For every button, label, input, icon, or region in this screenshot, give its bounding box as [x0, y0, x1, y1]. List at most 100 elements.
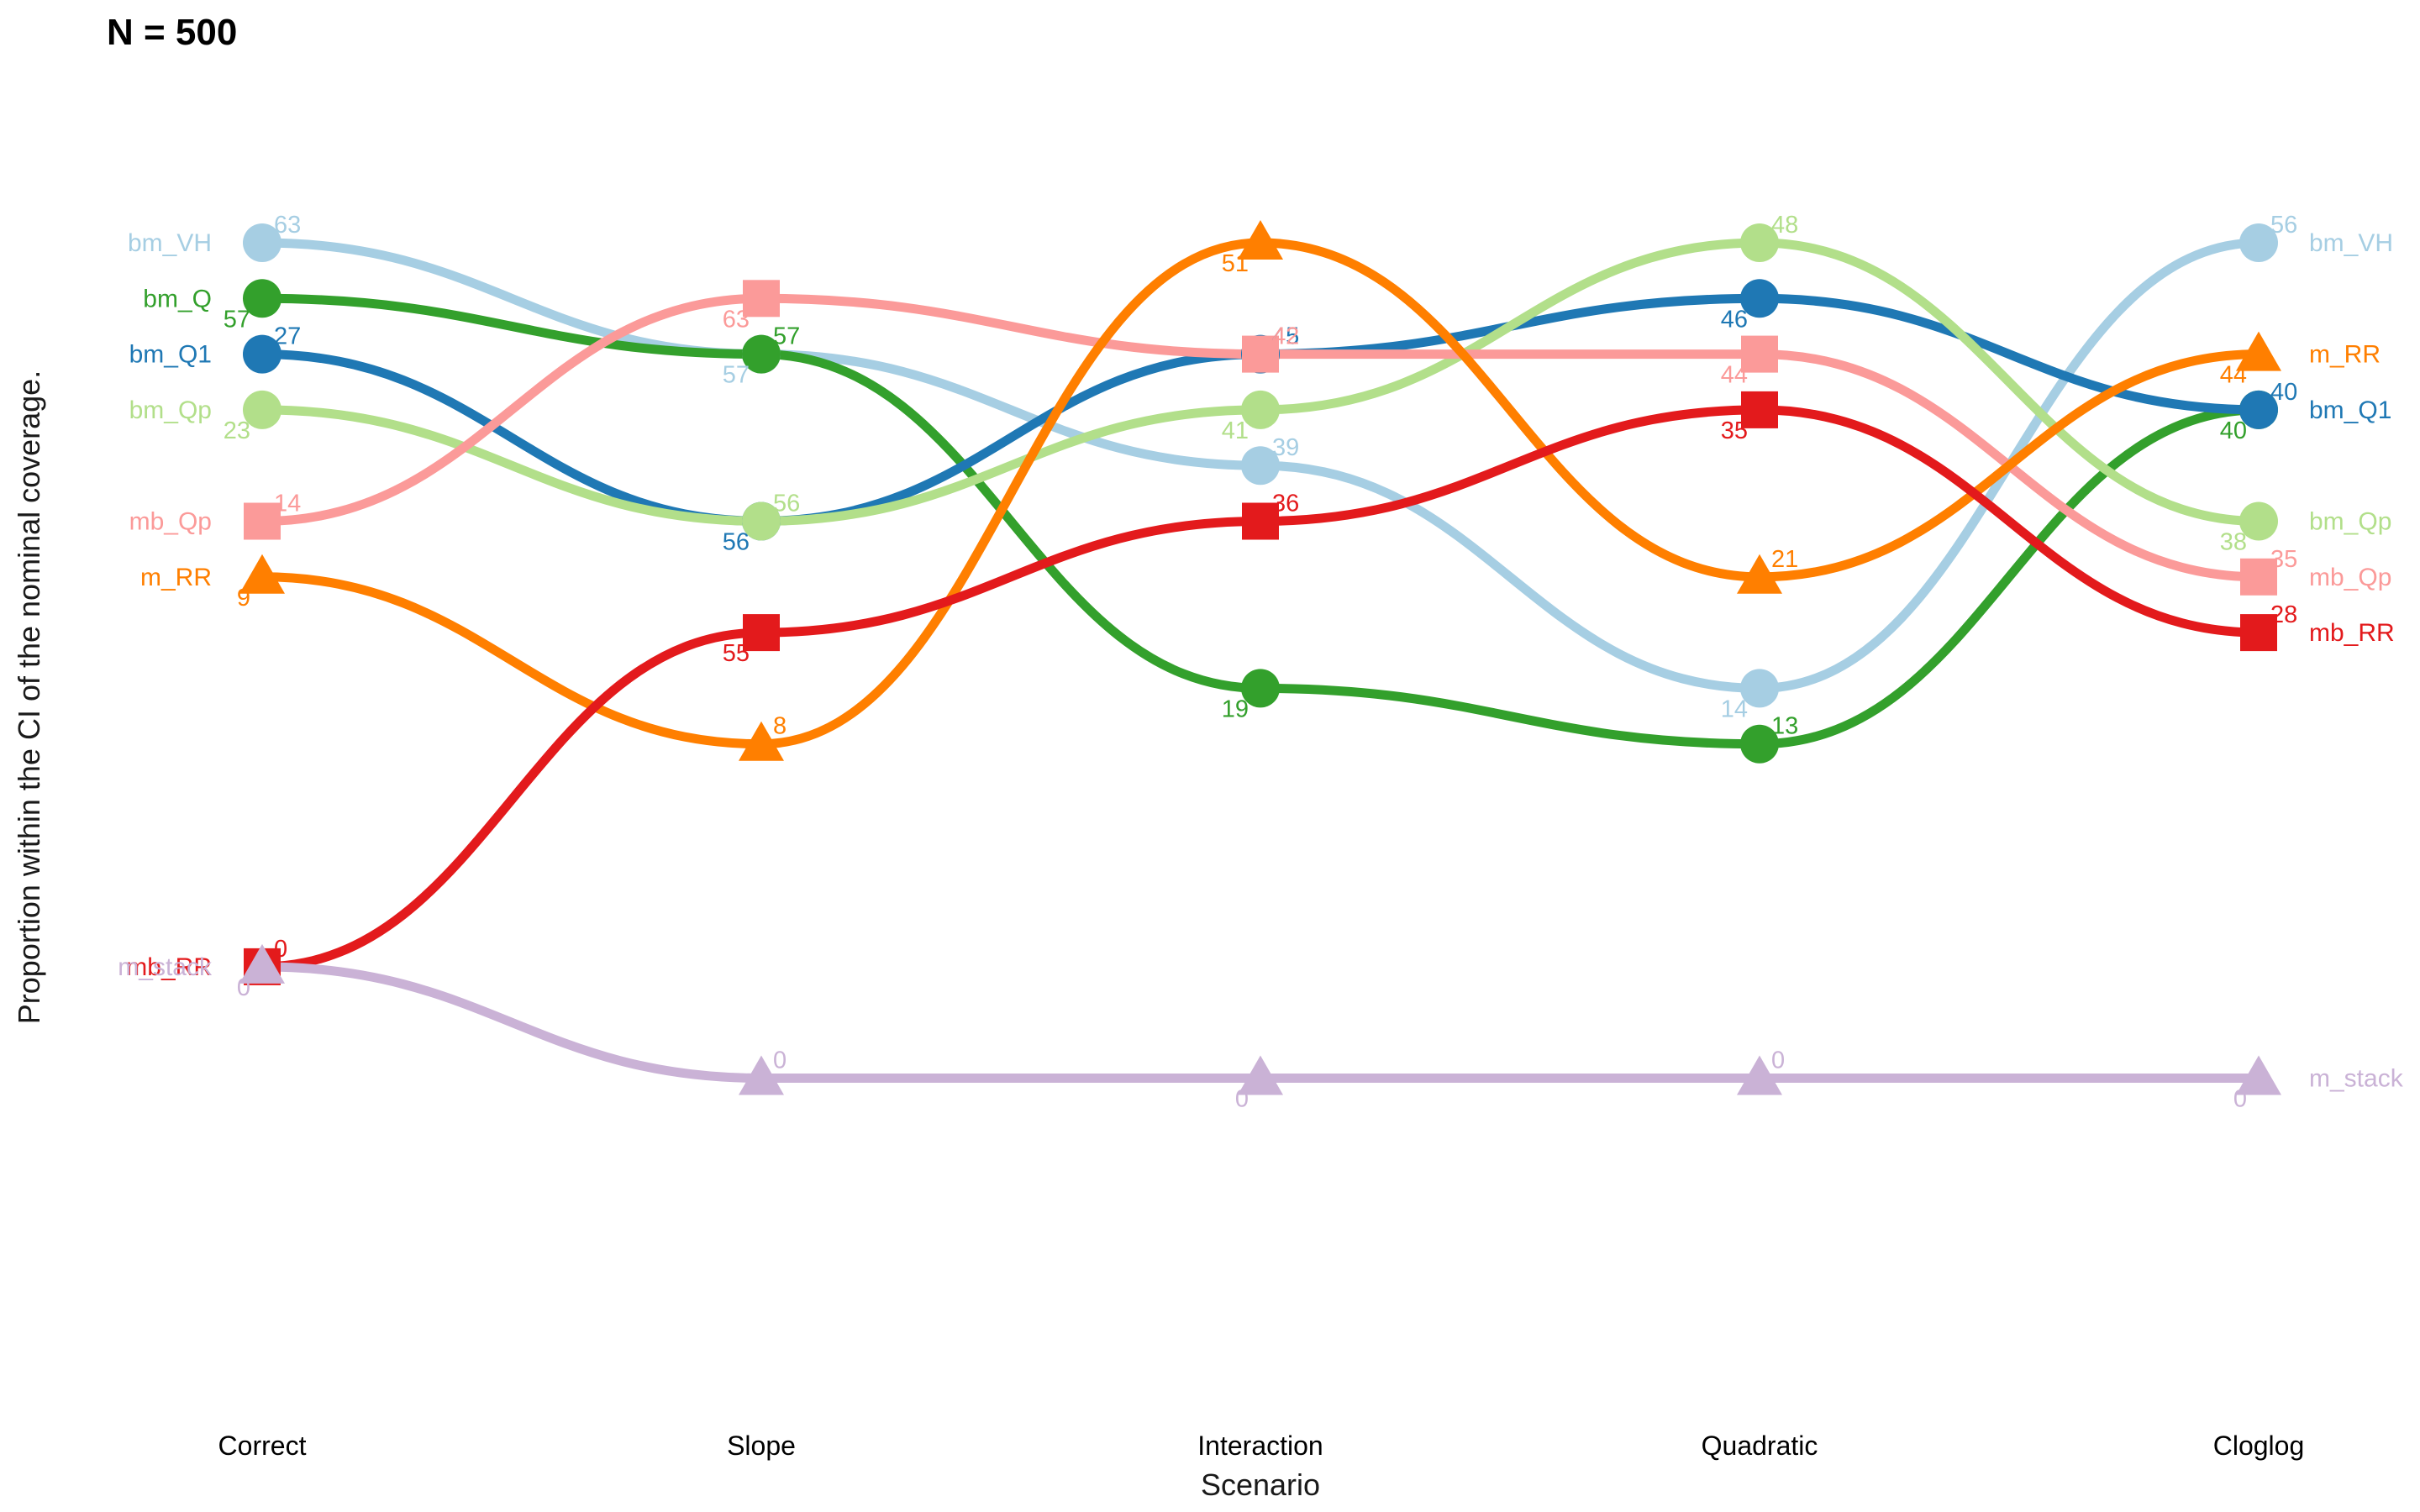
- value-label-mb-rr-interaction: 36: [1272, 491, 1299, 517]
- value-label-m-rr-correct: 9: [237, 585, 250, 612]
- marker-bm-q1-correct: [243, 334, 281, 374]
- value-label-m-stack-interaction: 0: [1235, 1086, 1249, 1113]
- value-label-m-rr-slope: 8: [773, 713, 786, 740]
- marker-bm-qp-quadratic: [1740, 223, 1779, 262]
- marker-mb-qp-cloglog: [2240, 558, 2277, 596]
- right-name-bm-q1: bm_Q1: [2309, 396, 2391, 424]
- value-labels: 63 57 39 14 56 57 57 19 13 40 27 56 45 46 40 23 56 41 48 38…: [224, 212, 2298, 1113]
- marker-m-stack-cloglog: [2236, 1055, 2281, 1095]
- value-label-mb-rr-correct: 0: [274, 936, 287, 963]
- left-name-bm-vh: bm_VH: [128, 229, 212, 257]
- marker-bm-qp-slope: [742, 501, 781, 541]
- value-label-mb-qp-quadratic: 44: [1721, 362, 1748, 389]
- marker-bm-vh-quadratic: [1740, 669, 1779, 708]
- marker-bm-q1-cloglog: [2239, 390, 2278, 429]
- value-label-bm-qp-interaction: 41: [1222, 417, 1249, 444]
- value-label-bm-qp-correct: 23: [224, 417, 250, 444]
- value-label-bm-q1-quadratic: 46: [1721, 306, 1748, 333]
- marker-bm-qp-interaction: [1241, 390, 1280, 429]
- x-axis-ticks: Correct Slope Interaction Quadratic Cloglog: [218, 1431, 2305, 1461]
- right-name-mb-rr: mb_RR: [2309, 619, 2395, 647]
- x-tick-quadratic: Quadratic: [1702, 1431, 1818, 1461]
- marker-mb-rr-interaction: [1242, 502, 1279, 540]
- marker-bm-vh-interaction: [1241, 446, 1280, 486]
- left-name-m-stack: m_stack: [118, 953, 213, 981]
- value-label-bm-q1-slope: 56: [723, 529, 750, 556]
- marker-bm-q-quadratic: [1740, 724, 1779, 764]
- value-label-bm-q1-interaction: 45: [1272, 323, 1299, 350]
- value-label-bm-qp-slope: 56: [773, 491, 800, 517]
- right-name-bm-vh: bm_VH: [2309, 229, 2393, 257]
- marker-bm-vh-correct: [243, 223, 281, 262]
- value-label-bm-q-cloglog: 40: [2220, 417, 2247, 444]
- marker-m-stack-quadratic: [1737, 1055, 1782, 1095]
- value-label-bm-qp-cloglog: 38: [2220, 529, 2247, 556]
- marker-bm-q-correct: [243, 279, 281, 318]
- value-label-m-stack-slope: 0: [773, 1047, 786, 1074]
- value-label-bm-vh-interaction: 39: [1272, 434, 1299, 461]
- value-label-mb-rr-cloglog: 28: [2270, 601, 2297, 628]
- value-label-mb-rr-slope: 55: [723, 640, 750, 667]
- marker-m-rr-cloglog: [2236, 331, 2281, 371]
- marker-m-stack-slope: [739, 1055, 784, 1095]
- marker-bm-q-slope: [742, 334, 781, 374]
- value-label-m-stack-cloglog: 0: [2233, 1086, 2247, 1113]
- value-label-bm-vh-quadratic: 14: [1721, 696, 1748, 722]
- y-axis-title: Proportion within the CI of the nominal …: [12, 370, 46, 1024]
- marker-mb-qp-correct: [244, 502, 281, 540]
- right-name-mb-qp: mb_Qp: [2309, 564, 2391, 591]
- marker-m-stack-correct: [239, 943, 285, 984]
- value-label-mb-rr-quadratic: 35: [1721, 417, 1748, 444]
- left-name-bm-qp: bm_Qp: [129, 396, 212, 424]
- value-label-m-rr-quadratic: 21: [1771, 546, 1798, 573]
- x-axis-title: Scenario: [1201, 1467, 1320, 1502]
- value-label-mb-qp-correct: 14: [274, 491, 301, 517]
- value-label-bm-q-slope: 57: [773, 323, 800, 350]
- value-label-bm-vh-correct: 63: [274, 212, 301, 239]
- right-name-m-rr: m_RR: [2309, 341, 2381, 369]
- marker-m-rr-interaction: [1238, 220, 1283, 260]
- value-label-bm-q-correct: 57: [224, 306, 250, 333]
- left-name-bm-q1: bm_Q1: [129, 341, 212, 369]
- left-name-mb-rr: mb_RR: [126, 953, 212, 981]
- x-tick-slope: Slope: [727, 1431, 796, 1461]
- marker-m-stack-interaction: [1238, 1055, 1283, 1095]
- chart-title: N = 500: [107, 12, 237, 53]
- marker-bm-qp-correct: [243, 390, 281, 429]
- left-name-mb-qp: mb_Qp: [129, 508, 212, 536]
- marker-bm-vh-cloglog: [2239, 223, 2278, 262]
- marker-mb-qp-quadratic: [1741, 335, 1778, 373]
- series-name-labels: bm_VH bm_VHbm_Qbm_Q1bm_Q1bm_Qpbm_Qpmb_Qpm…: [118, 229, 2403, 1093]
- marker-bm-q-interaction: [1241, 669, 1280, 708]
- marker-mb-qp-slope: [743, 280, 780, 318]
- marker-bm-qp-cloglog: [2239, 501, 2278, 541]
- x-tick-cloglog: Cloglog: [2213, 1431, 2305, 1461]
- left-name-bm-q: bm_Q: [143, 285, 212, 312]
- value-label-mb-qp-interaction: 42: [1272, 323, 1299, 350]
- marker-m-rr-correct: [239, 554, 285, 594]
- marker-mb-rr-quadratic: [1741, 391, 1778, 428]
- value-label-m-stack-correct: 0: [237, 974, 250, 1001]
- right-name-m-stack: m_stack: [2309, 1065, 2404, 1093]
- value-label-bm-qp-quadratic: 48: [1771, 212, 1798, 239]
- value-label-mb-qp-cloglog: 35: [2270, 546, 2297, 573]
- x-tick-correct: Correct: [218, 1431, 307, 1461]
- line-bm-qp: [257, 238, 2264, 527]
- marker-bm-q1-quadratic: [1740, 279, 1779, 318]
- value-label-bm-vh-cloglog: 56: [2270, 212, 2297, 239]
- value-label-bm-vh-slope: 57: [723, 362, 750, 389]
- marker-mb-rr-slope: [743, 614, 780, 652]
- marker-m-rr-quadratic: [1737, 554, 1782, 594]
- right-name-bm-qp: bm_Qp: [2309, 508, 2391, 536]
- value-label-m-stack-quadratic: 0: [1771, 1047, 1785, 1074]
- marker-m-rr-slope: [739, 721, 784, 761]
- value-label-bm-q1-cloglog: 40: [2270, 379, 2297, 406]
- value-label-bm-q-interaction: 19: [1222, 696, 1249, 722]
- left-name-m-rr: m_RR: [140, 564, 212, 591]
- series-markers: [239, 220, 2281, 1095]
- value-label-m-rr-cloglog: 44: [2220, 362, 2247, 389]
- value-label-bm-q-quadratic: 13: [1771, 713, 1798, 740]
- x-tick-interaction: Interaction: [1197, 1431, 1323, 1461]
- value-label-m-rr-interaction: 51: [1222, 250, 1249, 277]
